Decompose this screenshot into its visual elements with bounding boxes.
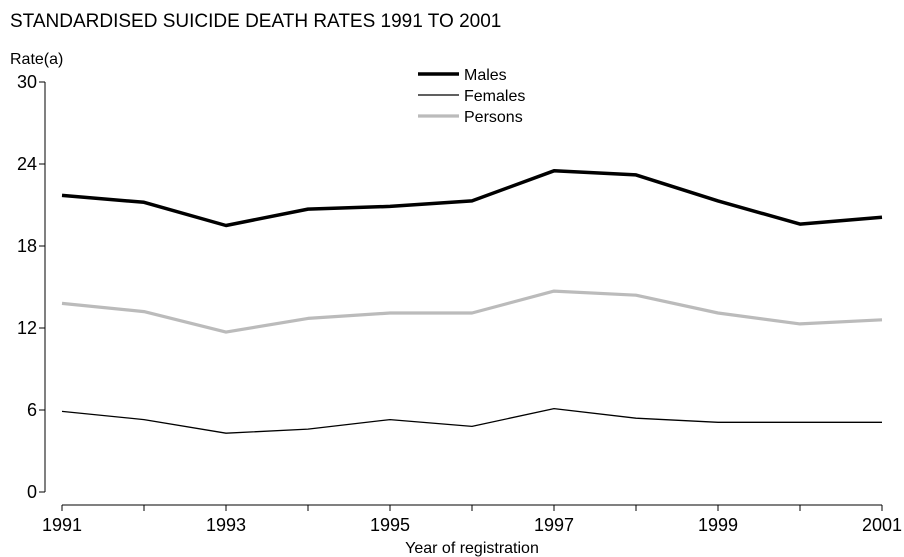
y-tick-label: 24	[17, 154, 37, 174]
legend-label-males: Males	[464, 67, 507, 84]
series-line-males	[61, 169, 883, 228]
x-tick-label: 2001	[862, 515, 902, 535]
chart-title: STANDARDISED SUICIDE DEATH RATES 1991 TO…	[10, 11, 501, 32]
y-tick-label: 18	[17, 236, 37, 256]
x-tick-label: 1997	[534, 515, 574, 535]
y-axis-ticks: 0 6 12 18 24 30	[17, 72, 45, 502]
y-tick-label: 6	[27, 400, 37, 420]
y-tick-label: 12	[17, 318, 37, 338]
y-tick-label: 30	[17, 72, 37, 92]
series-line-persons	[61, 289, 883, 334]
x-axis-label: Year of registration	[405, 540, 539, 557]
x-tick-label: 1999	[698, 515, 738, 535]
x-tick-label: 1995	[370, 515, 410, 535]
y-axis-label: Rate(a)	[10, 51, 63, 68]
legend-label-persons: Persons	[464, 109, 523, 126]
series-line-females	[61, 407, 882, 434]
x-tick-label: 1991	[42, 515, 82, 535]
series-lines	[61, 169, 883, 434]
x-axis-ticks: 1991 1993 1995 1997 1999 2001	[42, 505, 902, 535]
legend: Males Females Persons	[418, 67, 525, 126]
legend-label-females: Females	[464, 88, 525, 105]
x-tick-label: 1993	[206, 515, 246, 535]
y-tick-label: 0	[27, 482, 37, 502]
